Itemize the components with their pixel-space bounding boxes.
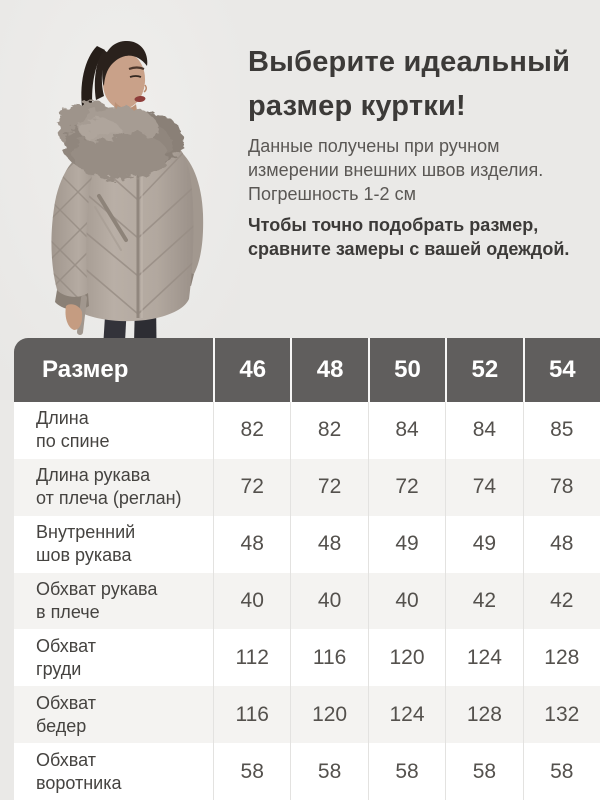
cell-value: 58 [367, 743, 445, 800]
row-label-line: груди [36, 658, 82, 679]
cell-value: 124 [367, 686, 445, 744]
row-label: Обхват воротника [14, 743, 213, 800]
cell-value: 85 [522, 402, 600, 459]
row-label-line: от плеча (реглан) [36, 488, 182, 509]
cell-value: 48 [213, 515, 290, 573]
row-label-line: по спине [36, 431, 110, 452]
cell-value: 58 [522, 743, 600, 800]
cell-value: 42 [445, 572, 522, 630]
row-label: Обхват груди [14, 629, 213, 686]
header-size-54: 54 [522, 338, 600, 402]
table-row: Обхват рукава в плече 40 40 40 42 42 [14, 572, 600, 630]
page-title: Выберите идеальный размер куртки! [248, 46, 571, 122]
table-header-row: Размер 46 48 50 52 54 [14, 338, 600, 402]
cell-value: 74 [445, 458, 522, 516]
header-size-label: Размер [42, 356, 129, 383]
row-label-line: Обхват [36, 635, 96, 656]
size-table: Размер 46 48 50 52 54 Длина по спине 82 … [14, 338, 600, 800]
header-size-50: 50 [367, 338, 445, 402]
cell-value: 58 [213, 743, 290, 800]
cell-value: 49 [367, 515, 445, 573]
cell-value: 82 [290, 402, 367, 459]
row-label-line: Длина [36, 408, 89, 429]
table-row: Обхват воротника 58 58 58 58 58 [14, 743, 600, 800]
cell-value: 132 [522, 686, 600, 744]
header-size-52: 52 [445, 338, 522, 402]
intro-note: Чтобы точно подобрать размер, сравните з… [248, 215, 570, 259]
cell-value: 116 [290, 629, 367, 687]
cell-value: 72 [213, 458, 290, 516]
table-row: Длина рукава от плеча (реглан) 72 72 72 … [14, 458, 600, 516]
row-label-line: Обхват рукава [36, 579, 158, 599]
cell-value: 40 [290, 572, 367, 630]
header-size-46: 46 [213, 338, 290, 402]
cell-value: 49 [445, 515, 522, 573]
row-label-line: Длина рукава [36, 465, 151, 486]
cell-value: 48 [522, 515, 600, 573]
cell-value: 40 [213, 572, 290, 630]
cell-value: 78 [522, 458, 600, 516]
cell-value: 120 [290, 686, 367, 744]
cell-value: 82 [213, 402, 290, 459]
row-label-line: Обхват [36, 749, 96, 770]
fur-collar [58, 100, 184, 179]
table-row: Внутренний шов рукава 48 48 49 49 48 [14, 515, 600, 573]
table-row: Длина по спине 82 82 84 84 85 [14, 402, 600, 459]
cell-value: 128 [522, 629, 600, 687]
model-hand [65, 304, 83, 330]
header-size-48: 48 [290, 338, 367, 402]
row-label-line: в плече [36, 602, 100, 622]
cell-value: 72 [290, 458, 367, 516]
cell-value: 58 [290, 743, 367, 800]
row-label: Обхват рукава в плече [14, 573, 213, 630]
jacket-pocket [97, 194, 128, 242]
cell-value: 42 [522, 572, 600, 630]
cell-value: 128 [445, 686, 522, 744]
cell-value: 120 [367, 629, 445, 687]
model-photo [0, 0, 240, 400]
row-label: Обхват бедер [14, 686, 213, 743]
row-label-line: Внутренний [36, 522, 136, 543]
row-label: Внутренний шов рукава [14, 516, 213, 573]
cell-value: 72 [367, 458, 445, 516]
cell-value: 84 [367, 402, 445, 459]
row-label-line: воротника [36, 772, 122, 793]
row-label-line: шов рукава [36, 545, 132, 566]
table-row: Обхват груди 112 116 120 124 128 [14, 629, 600, 687]
row-label: Длина по спине [14, 402, 213, 459]
row-label-line: бедер [36, 715, 87, 736]
cell-value: 112 [213, 629, 290, 687]
cell-value: 40 [367, 572, 445, 630]
cell-value: 84 [445, 402, 522, 459]
cell-value: 48 [290, 515, 367, 573]
cell-value: 116 [213, 686, 290, 744]
cell-value: 124 [445, 629, 522, 687]
cell-value: 58 [445, 743, 522, 800]
table-row: Обхват бедер 116 120 124 128 132 [14, 686, 600, 744]
row-label-line: Обхват [36, 692, 96, 713]
row-label: Длина рукава от плеча (реглан) [14, 459, 213, 516]
intro-description: Данные получены при ручном измерении вне… [248, 136, 544, 204]
model-photo-illustration [0, 0, 240, 400]
intro-block: Выберите идеальный размер куртки! Данные… [248, 0, 590, 261]
